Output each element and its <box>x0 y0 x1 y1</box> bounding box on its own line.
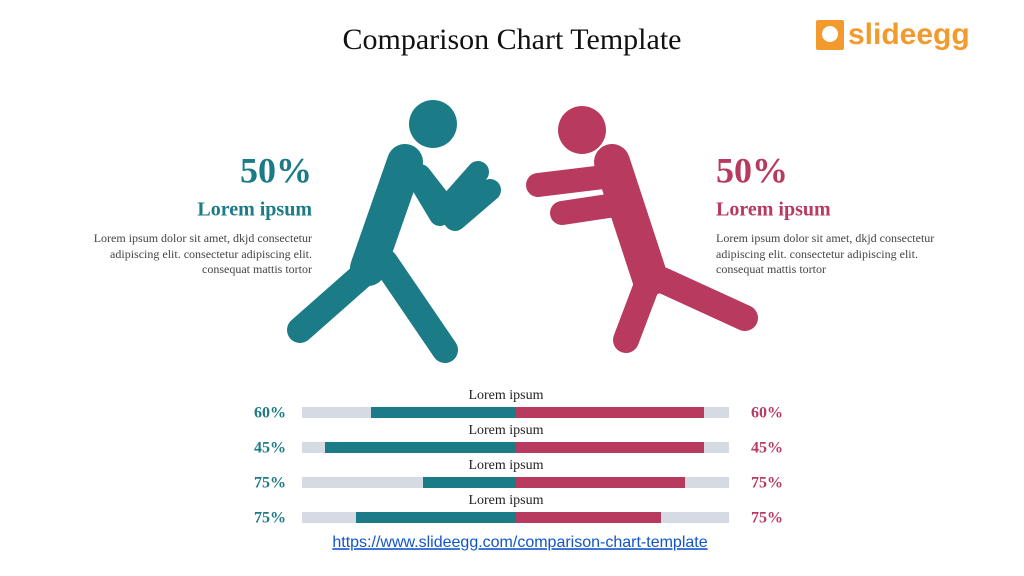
row-left: 60% <box>254 405 286 422</box>
left-heading: Lorem ipsum <box>197 199 312 221</box>
row-right: 75% <box>751 510 783 527</box>
left-bar <box>325 442 516 453</box>
left-text: Lorem ipsum dolor sit amet, dkjd consect… <box>94 231 312 245</box>
left-percent: 50% <box>240 150 312 190</box>
right-bar <box>516 442 704 453</box>
right-bar <box>516 407 704 418</box>
row-right: 75% <box>751 475 783 492</box>
row-left: 45% <box>254 440 286 457</box>
row-left: 75% <box>254 510 286 527</box>
logo: slideegg <box>816 18 970 51</box>
right-bar <box>516 512 661 523</box>
right-heading: Lorem ipsum <box>716 199 831 221</box>
left-text: consequat mattis tortor <box>202 262 312 276</box>
right-percent: 50% <box>716 150 788 190</box>
left-bar <box>356 512 516 523</box>
left-text: adipiscing elit. consectetur adipiscing … <box>110 247 312 261</box>
left-figure <box>287 100 501 363</box>
logo-text: slideegg <box>848 18 970 51</box>
right-figure <box>526 106 758 353</box>
right-text: consequat mattis tortor <box>716 262 826 276</box>
bars <box>302 407 729 523</box>
row-right: 45% <box>751 440 783 457</box>
right-bar <box>516 477 685 488</box>
row-label: Lorem ipsum <box>468 493 543 508</box>
row-labels: Lorem ipsum 60% 60% Lorem ipsum 45% 45% Lorem … <box>254 388 783 526</box>
row-label: Lorem ipsum <box>468 423 543 438</box>
left-block: 50% Lorem ipsum Lorem ipsum dolor sit am… <box>94 150 313 275</box>
left-bar <box>371 407 516 418</box>
row-label: Lorem ipsum <box>468 388 543 403</box>
title: Comparison Chart Template <box>343 23 682 56</box>
right-block: 50% Lorem ipsum Lorem ipsum dolor sit am… <box>716 150 934 275</box>
row-left: 75% <box>254 475 286 492</box>
logo-egg <box>822 26 838 42</box>
row-right: 60% <box>751 405 783 422</box>
row-label: Lorem ipsum <box>468 458 543 473</box>
url[interactable]: https://www.slideegg.com/comparison-char… <box>332 534 707 551</box>
right-text: adipiscing elit. consectetur adipiscing … <box>716 247 918 261</box>
left-bar <box>423 477 516 488</box>
right-text: Lorem ipsum dolor sit amet, dkjd consect… <box>716 231 934 245</box>
url-link[interactable]: https://www.slideegg.com/comparison-char… <box>332 534 707 551</box>
